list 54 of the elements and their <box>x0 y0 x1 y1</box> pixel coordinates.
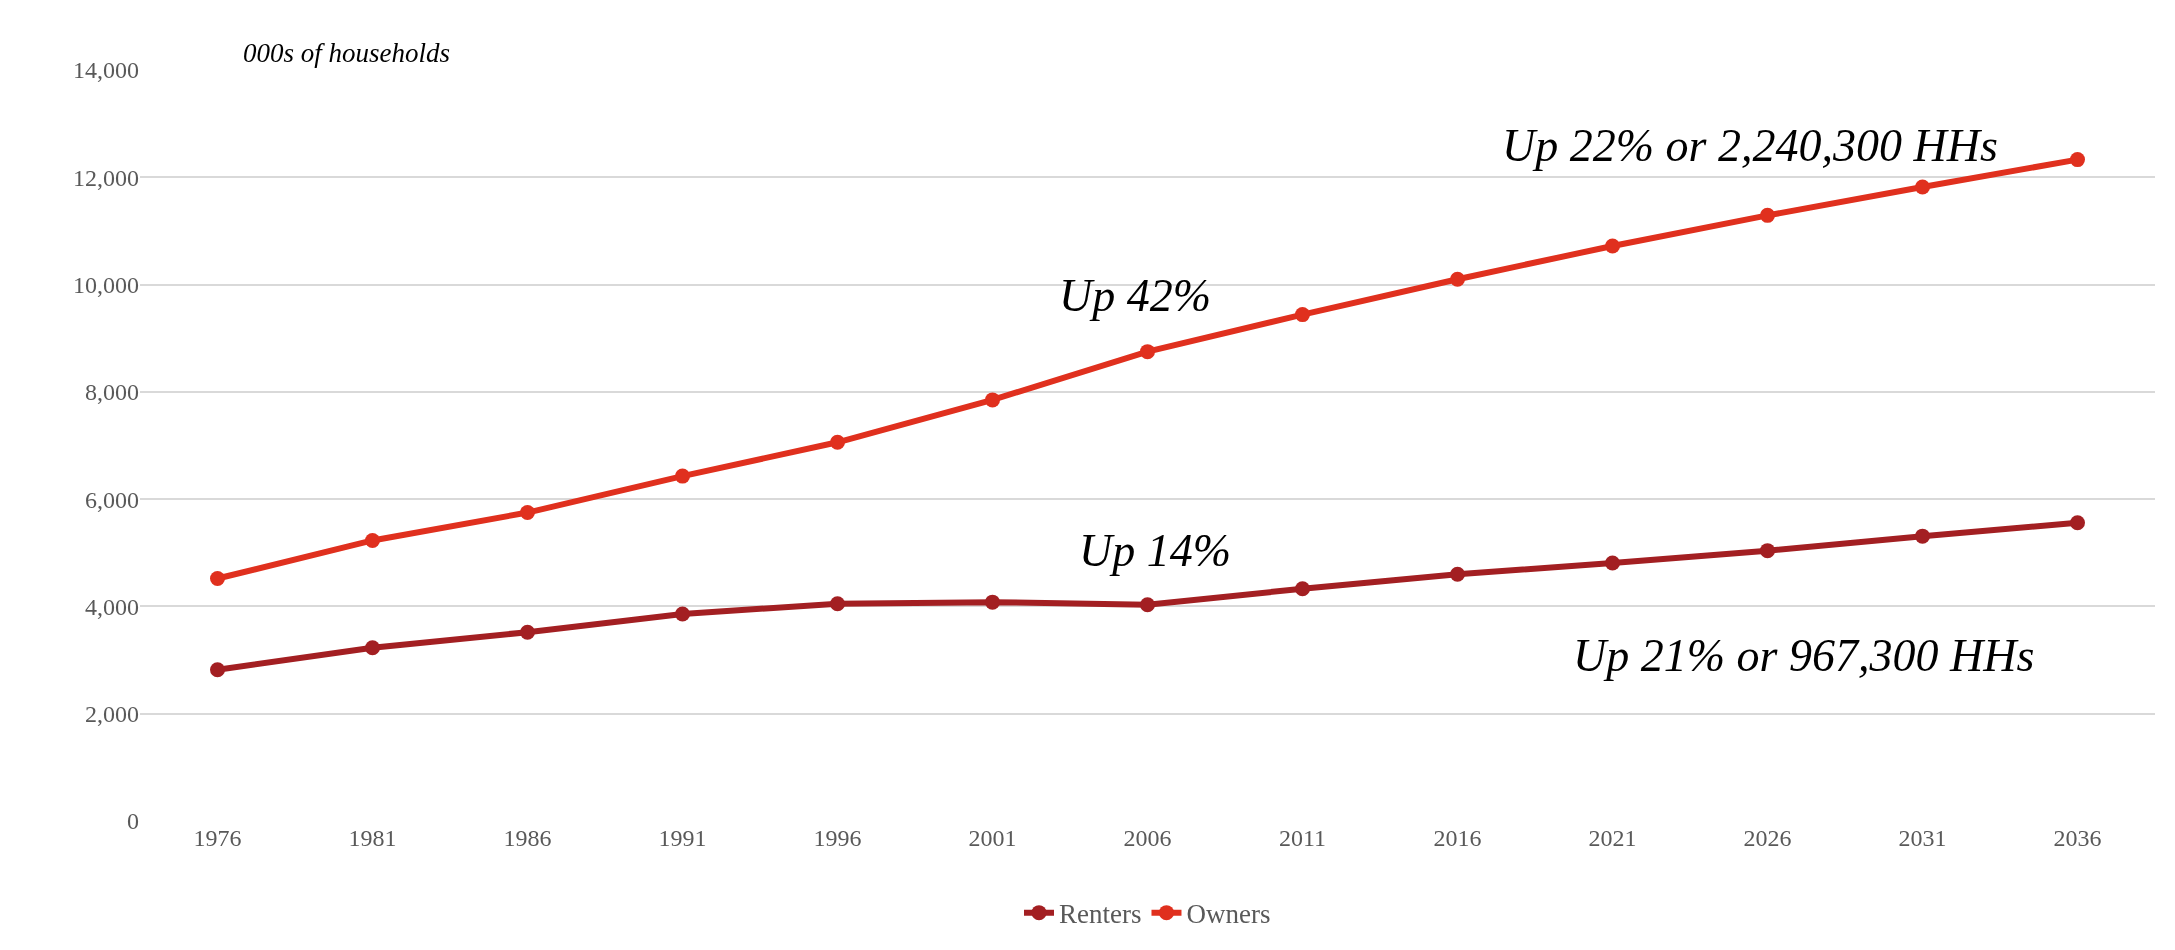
y-tick-label: 4,000 <box>85 593 139 620</box>
x-tick-label: 1996 <box>813 825 862 851</box>
point <box>210 571 225 587</box>
point <box>520 624 535 640</box>
x-tick-label: 2026 <box>1743 825 1792 851</box>
point <box>675 468 690 484</box>
x-tick-label: 1976 <box>193 825 242 851</box>
point <box>1450 271 1465 287</box>
point <box>1760 543 1775 559</box>
x-tick-label: 2036 <box>2053 825 2102 851</box>
y-tick-label: 8,000 <box>85 379 139 406</box>
y-tick-label: 12,000 <box>73 164 139 191</box>
annotation: Up 42% <box>1059 270 1212 321</box>
y-tick-label: 0 <box>127 808 139 835</box>
x-tick-label: 1986 <box>503 825 552 851</box>
point <box>365 640 380 656</box>
point <box>830 596 845 612</box>
point <box>1605 555 1620 571</box>
x-tick-label: 2006 <box>1123 825 1172 851</box>
point <box>1915 179 1930 195</box>
point <box>985 594 1000 610</box>
point <box>1295 307 1310 323</box>
point <box>520 505 535 521</box>
x-tick-label: 2011 <box>1278 825 1327 851</box>
y-tick-label: 14,000 <box>73 57 139 84</box>
annotation: Up 21% or 967,300 HHs <box>1573 630 2035 681</box>
x-tick-label: 2016 <box>1433 825 1482 851</box>
point <box>1605 238 1620 254</box>
x-tick-label: 2021 <box>1588 825 1637 851</box>
point <box>1140 597 1155 613</box>
annotation: Up 14% <box>1079 525 1232 576</box>
x-tick-label: 1991 <box>658 825 707 851</box>
x-tick-label: 1981 <box>348 825 397 851</box>
x-tick-label: 2001 <box>968 825 1017 851</box>
point <box>365 532 380 548</box>
point <box>1295 581 1310 597</box>
legend-label: Owners <box>1186 899 1271 930</box>
x-tick-label: 2031 <box>1898 825 1947 851</box>
legend-label: Renters <box>1059 899 1142 930</box>
point <box>1915 528 1930 544</box>
point <box>675 606 690 622</box>
y-tick-label: 2,000 <box>85 701 139 728</box>
y-tick-label: 10,000 <box>73 271 139 298</box>
point <box>985 392 1000 408</box>
point <box>1760 207 1775 223</box>
point <box>2070 515 2085 531</box>
point <box>210 662 225 678</box>
annotation: Up 22% or 2,240,300 HHs <box>1502 120 1998 171</box>
point <box>1140 344 1155 360</box>
y-tick-label: 6,000 <box>85 486 139 513</box>
y-axis-title: 000s of households <box>243 38 451 68</box>
point <box>830 434 845 450</box>
point <box>2070 152 2085 168</box>
point <box>1450 566 1465 582</box>
